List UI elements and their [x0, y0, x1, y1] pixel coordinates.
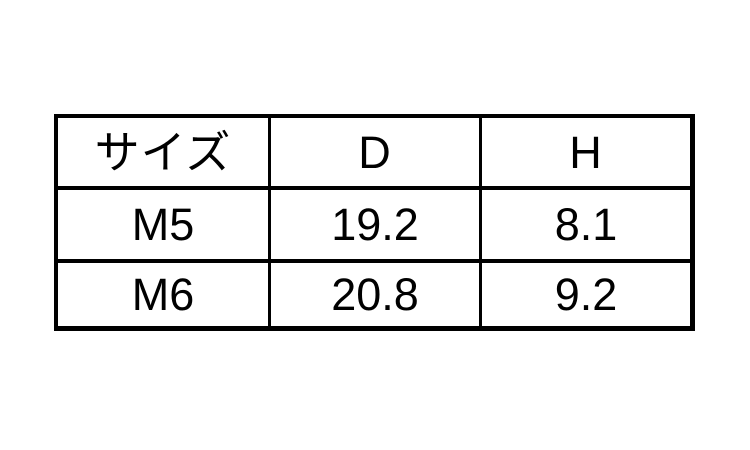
cell-m6-d: 20.8 — [271, 263, 482, 326]
header-cell-size: サイズ — [58, 118, 271, 190]
cell-m5-d: 19.2 — [271, 190, 482, 263]
cell-m5-size: M5 — [58, 190, 271, 263]
cell-m6-size: M6 — [58, 263, 271, 326]
cell-m5-h: 8.1 — [482, 190, 690, 263]
size-spec-table: サイズ D H M5 19.2 8.1 M6 20.8 9.2 — [54, 114, 695, 331]
cell-m6-h: 9.2 — [554, 269, 618, 320]
header-cell-h: H — [482, 118, 690, 190]
header-cell-d: D — [271, 118, 482, 190]
